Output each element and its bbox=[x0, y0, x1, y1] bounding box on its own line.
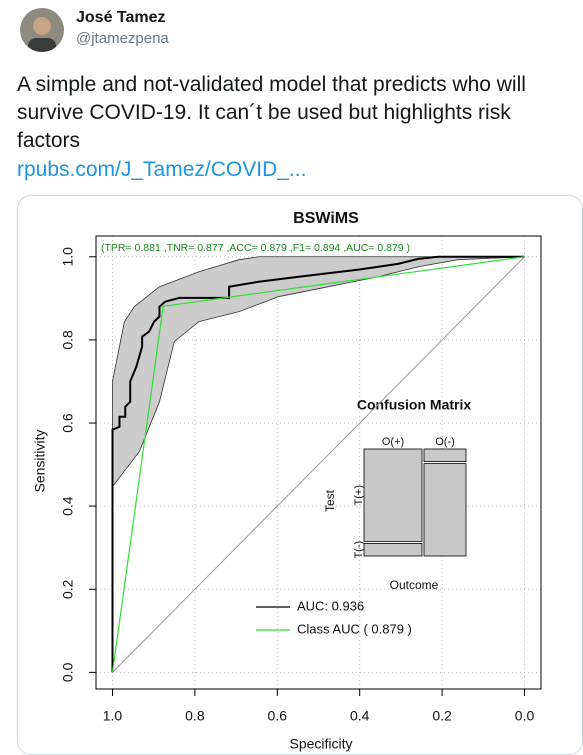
y-tick-label: 0.6 bbox=[60, 413, 76, 433]
legend-label: AUC: 0.936 bbox=[297, 598, 364, 613]
x-tick-label: 0.4 bbox=[350, 708, 370, 724]
matrix-title: Confusion Matrix bbox=[357, 397, 472, 413]
user-name[interactable]: José Tamez bbox=[76, 9, 166, 26]
user-handle[interactable]: @jtamezpena bbox=[76, 30, 169, 47]
matrix-cell bbox=[423, 463, 467, 557]
tweet-link[interactable]: rpubs.com/J_Tamez/COVID_... bbox=[17, 158, 307, 181]
roc-line bbox=[111, 255, 525, 673]
reference-line bbox=[112, 256, 525, 673]
matrix-row-label: T(-) bbox=[353, 541, 365, 559]
matrix-column-label: O(-) bbox=[435, 436, 455, 448]
matrix-cell bbox=[363, 448, 423, 542]
chart-title: BSWiMS bbox=[293, 210, 359, 227]
annotation: (TPR= 0.881 ,TNR= 0.877 ,ACC= 0.879 ,F1=… bbox=[101, 242, 410, 254]
legend-label: Class AUC ( 0.879 ) bbox=[297, 621, 412, 636]
x-tick-label: 0.6 bbox=[268, 708, 288, 724]
y-axis-label: Sensitivity bbox=[32, 429, 48, 492]
y-tick-label: 0.4 bbox=[60, 496, 76, 516]
plot-frame bbox=[95, 235, 542, 690]
x-axis-label: Specificity bbox=[289, 736, 352, 752]
chart: BSWiMS Specificity Sensitivity Confusion… bbox=[32, 210, 542, 752]
matrix-cell bbox=[363, 542, 423, 557]
media-card[interactable]: BSWiMS Specificity Sensitivity Confusion… bbox=[17, 195, 583, 755]
avatar[interactable] bbox=[20, 8, 64, 52]
y-tick-label: 0.8 bbox=[60, 330, 76, 350]
matrix-y-label: Test bbox=[323, 489, 337, 512]
roc-line bbox=[111, 256, 525, 673]
matrix-cell bbox=[423, 448, 467, 463]
x-tick-label: 0.0 bbox=[515, 708, 535, 724]
x-tick-label: 0.8 bbox=[185, 708, 205, 724]
y-tick-label: 1.0 bbox=[60, 247, 76, 267]
tweet-text: A simple and not-validated model that pr… bbox=[17, 73, 526, 152]
matrix-x-label: Outcome bbox=[390, 578, 439, 592]
confidence-band bbox=[112, 256, 525, 488]
matrix-column-label: O(+) bbox=[382, 436, 404, 448]
matrix-row-label: T(+) bbox=[353, 485, 365, 505]
y-tick-label: 0.2 bbox=[60, 579, 76, 599]
x-tick-label: 0.2 bbox=[432, 708, 452, 724]
y-tick-label: 0.0 bbox=[60, 662, 76, 682]
x-tick-label: 1.0 bbox=[103, 708, 123, 724]
